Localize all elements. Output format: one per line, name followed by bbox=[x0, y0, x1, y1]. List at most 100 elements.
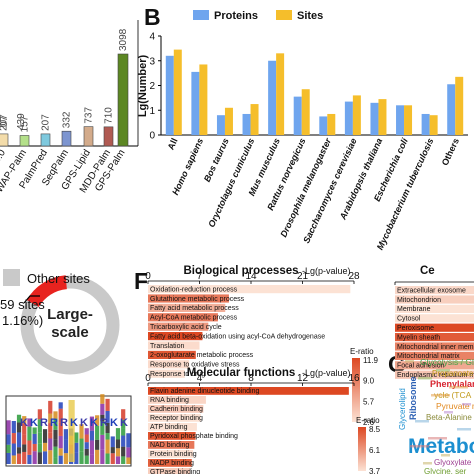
logo-glyph-block bbox=[105, 422, 110, 434]
mol-bar-4 bbox=[148, 423, 197, 431]
b-bar-sites-5 bbox=[301, 89, 310, 135]
donut-callout-line-1: 59 sites bbox=[0, 297, 45, 312]
b-bar-sites-10 bbox=[429, 115, 438, 135]
logo-glyph-block bbox=[53, 418, 58, 430]
tool-bar-5 bbox=[103, 126, 114, 147]
logo-glyph-block bbox=[100, 421, 105, 435]
logo-glyph-block bbox=[100, 403, 105, 415]
cel-category-5: Myelin sheath bbox=[397, 334, 440, 341]
logo-glyph-block bbox=[58, 408, 63, 423]
word-glycerolipid: Glycerolipid bbox=[398, 388, 407, 430]
logo-glyph-block bbox=[22, 444, 27, 452]
b-ytick-label-0: 0 bbox=[149, 131, 155, 142]
bio-category-0: Oxidation-reduction process bbox=[150, 286, 238, 293]
tool-bar-1 bbox=[19, 135, 30, 147]
tool-bar-0 bbox=[0, 133, 9, 147]
cel-category-3: Cytosol bbox=[397, 316, 421, 323]
logo-glyph-block bbox=[53, 439, 58, 447]
word-filler bbox=[457, 428, 471, 431]
logo-glyph-block bbox=[48, 423, 53, 433]
b-bar-sites-8 bbox=[378, 99, 387, 135]
mol-legend-tick-0: 8.5 bbox=[369, 425, 381, 434]
donut-slice-large-scale bbox=[26, 275, 68, 308]
mol-category-1: RNA binding bbox=[150, 397, 189, 404]
logo-glyph-block bbox=[105, 410, 110, 423]
tool-bar-6 bbox=[117, 53, 129, 147]
cel-bar-2 bbox=[395, 304, 474, 313]
b-bar-sites-7 bbox=[352, 95, 361, 135]
mol-xtick-label-4: 16 bbox=[348, 373, 360, 384]
mol-legend-tick-1: 6.1 bbox=[369, 446, 381, 455]
logo-glyph-block bbox=[42, 451, 48, 464]
word-filler bbox=[444, 411, 453, 414]
b-bar-sites-2 bbox=[224, 107, 233, 135]
bio-xtick-label-2: 14 bbox=[245, 271, 257, 282]
donut-center-line-1: Large- bbox=[47, 306, 93, 323]
logo-glyph-block bbox=[6, 434, 11, 445]
cel-category-6: Mitochondrial inner mem bbox=[397, 344, 474, 351]
b-bar-sites-6 bbox=[327, 113, 336, 135]
logo-glyph-block bbox=[121, 435, 126, 447]
bio-category-7: 2-oxoglutarate metabolic process bbox=[150, 352, 254, 359]
bio-category-9: Response to drug bbox=[150, 371, 205, 378]
mol-bar-3 bbox=[148, 414, 201, 422]
word-filler bbox=[410, 445, 429, 448]
logo-glyph-block bbox=[63, 439, 68, 454]
mol-bar-1 bbox=[148, 396, 206, 404]
logo-glyph-block bbox=[95, 415, 100, 426]
b-legend-label-0: Proteins bbox=[214, 10, 258, 22]
mol-category-5: Pyridoxal phosphate binding bbox=[150, 433, 238, 440]
bio-legend-tick-2: 5.7 bbox=[363, 397, 375, 406]
bio-xtick-label-3: 21 bbox=[297, 271, 309, 282]
bio-xtick-label-4: 28 bbox=[348, 271, 360, 282]
word-filler bbox=[405, 360, 414, 363]
mol-category-7: Protein binding bbox=[150, 451, 197, 458]
logo-glyph-block bbox=[84, 434, 89, 443]
word-phenylalanine: Phenylalanine bbox=[430, 379, 474, 389]
tool-value-label-1: 157 bbox=[20, 115, 31, 132]
word-filler bbox=[462, 403, 471, 406]
logo-glyph-block bbox=[37, 409, 42, 420]
kegg-word-cloud: Metabolic Glycolysis / Gl Propanoate rPhen… bbox=[398, 357, 474, 474]
logo-glyph-block bbox=[22, 416, 27, 424]
b-legend-swatch-0 bbox=[193, 10, 209, 20]
mol-category-3: Receptor binding bbox=[150, 415, 203, 422]
b-bar-proteins-0 bbox=[165, 55, 174, 135]
logo-glyph-block bbox=[53, 411, 58, 419]
b-bar-sites-4 bbox=[276, 53, 285, 136]
mol-bar-0 bbox=[148, 387, 349, 395]
b-bar-sites-3 bbox=[250, 104, 259, 135]
logo-letter-5: K bbox=[70, 417, 78, 429]
tool-value-label-0: 207 bbox=[0, 114, 10, 131]
logo-glyph-block bbox=[11, 455, 16, 464]
b-bar-sites-1 bbox=[199, 64, 208, 135]
logo-letter-3: R bbox=[50, 417, 58, 429]
logo-glyph-block bbox=[95, 449, 100, 464]
cel-bar-7 bbox=[395, 351, 474, 360]
logo-glyph-block bbox=[48, 438, 53, 451]
cel-category-4: Peroxisome bbox=[397, 325, 434, 332]
donut-legend-label: Other sites bbox=[27, 271, 90, 286]
b-category-3: Oryctolagus cuniculus bbox=[206, 137, 256, 229]
logo-glyph-block bbox=[22, 423, 27, 435]
logo-glyph-block bbox=[16, 432, 22, 448]
logo-glyph-block bbox=[48, 400, 53, 414]
logo-glyph-block bbox=[74, 432, 79, 443]
logo-glyph-block bbox=[58, 422, 63, 436]
b-bar-proteins-2 bbox=[216, 115, 225, 135]
bio-category-6: Translation bbox=[150, 343, 184, 350]
donut-callout-line-2: 1.16%) bbox=[2, 313, 43, 328]
mol-axis-title: -Lg(p-value) bbox=[302, 368, 351, 378]
mol-bar-2 bbox=[148, 405, 204, 413]
logo-glyph-block bbox=[48, 450, 53, 464]
logo-letter-4: R bbox=[60, 417, 68, 429]
mol-title: Molecular functions bbox=[187, 367, 296, 379]
cel-bar-5 bbox=[395, 333, 474, 342]
tool-bar-2 bbox=[40, 133, 51, 147]
logo-glyph-block bbox=[16, 414, 22, 423]
word-tca: ycle (TCA bbox=[434, 390, 472, 400]
bio-category-2: Fatty acid metabolic process bbox=[150, 305, 239, 312]
logo-glyph-block bbox=[42, 442, 48, 452]
logo-glyph-block bbox=[89, 440, 95, 455]
